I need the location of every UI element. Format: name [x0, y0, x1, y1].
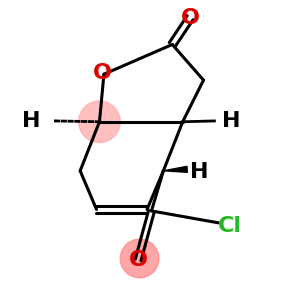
Text: H: H	[223, 111, 241, 131]
Text: Cl: Cl	[218, 216, 242, 236]
Text: H: H	[22, 111, 40, 131]
Text: O: O	[129, 250, 148, 270]
Polygon shape	[164, 167, 187, 172]
Circle shape	[120, 239, 159, 278]
Text: O: O	[181, 8, 200, 28]
Text: H: H	[190, 162, 208, 182]
Circle shape	[79, 101, 120, 142]
Text: O: O	[93, 63, 112, 83]
